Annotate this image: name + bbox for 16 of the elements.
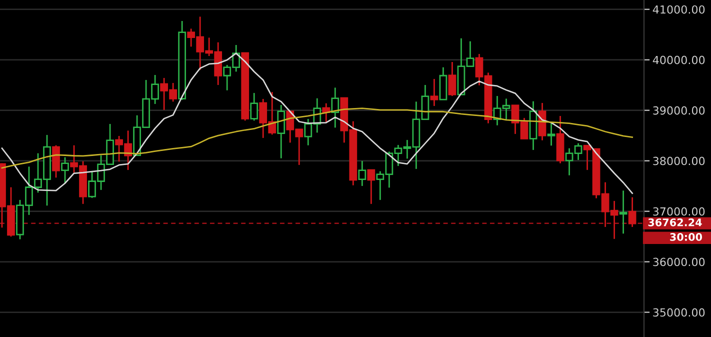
y-tick-label: 35000.00 [653, 308, 705, 317]
y-tick-label: 41000.00 [652, 5, 705, 14]
candlestick [547, 122, 556, 146]
candlestick [331, 86, 340, 128]
text: 30:00 [670, 233, 702, 241]
candlestick [430, 78, 438, 107]
candlestick [358, 160, 366, 187]
line-series [1, 52, 633, 194]
y-tick-label: 39000.00 [653, 106, 705, 115]
y-tick-label: 36000.00 [653, 258, 705, 266]
y-tick-label: 40000.00 [652, 56, 705, 64]
candlestick [619, 190, 628, 234]
candlestick [277, 104, 286, 159]
y-tick-label: 38000.00 [653, 156, 705, 166]
y-tick-label: 37000.00 [653, 207, 705, 216]
ref-line-label: 36762.24 [648, 218, 702, 226]
